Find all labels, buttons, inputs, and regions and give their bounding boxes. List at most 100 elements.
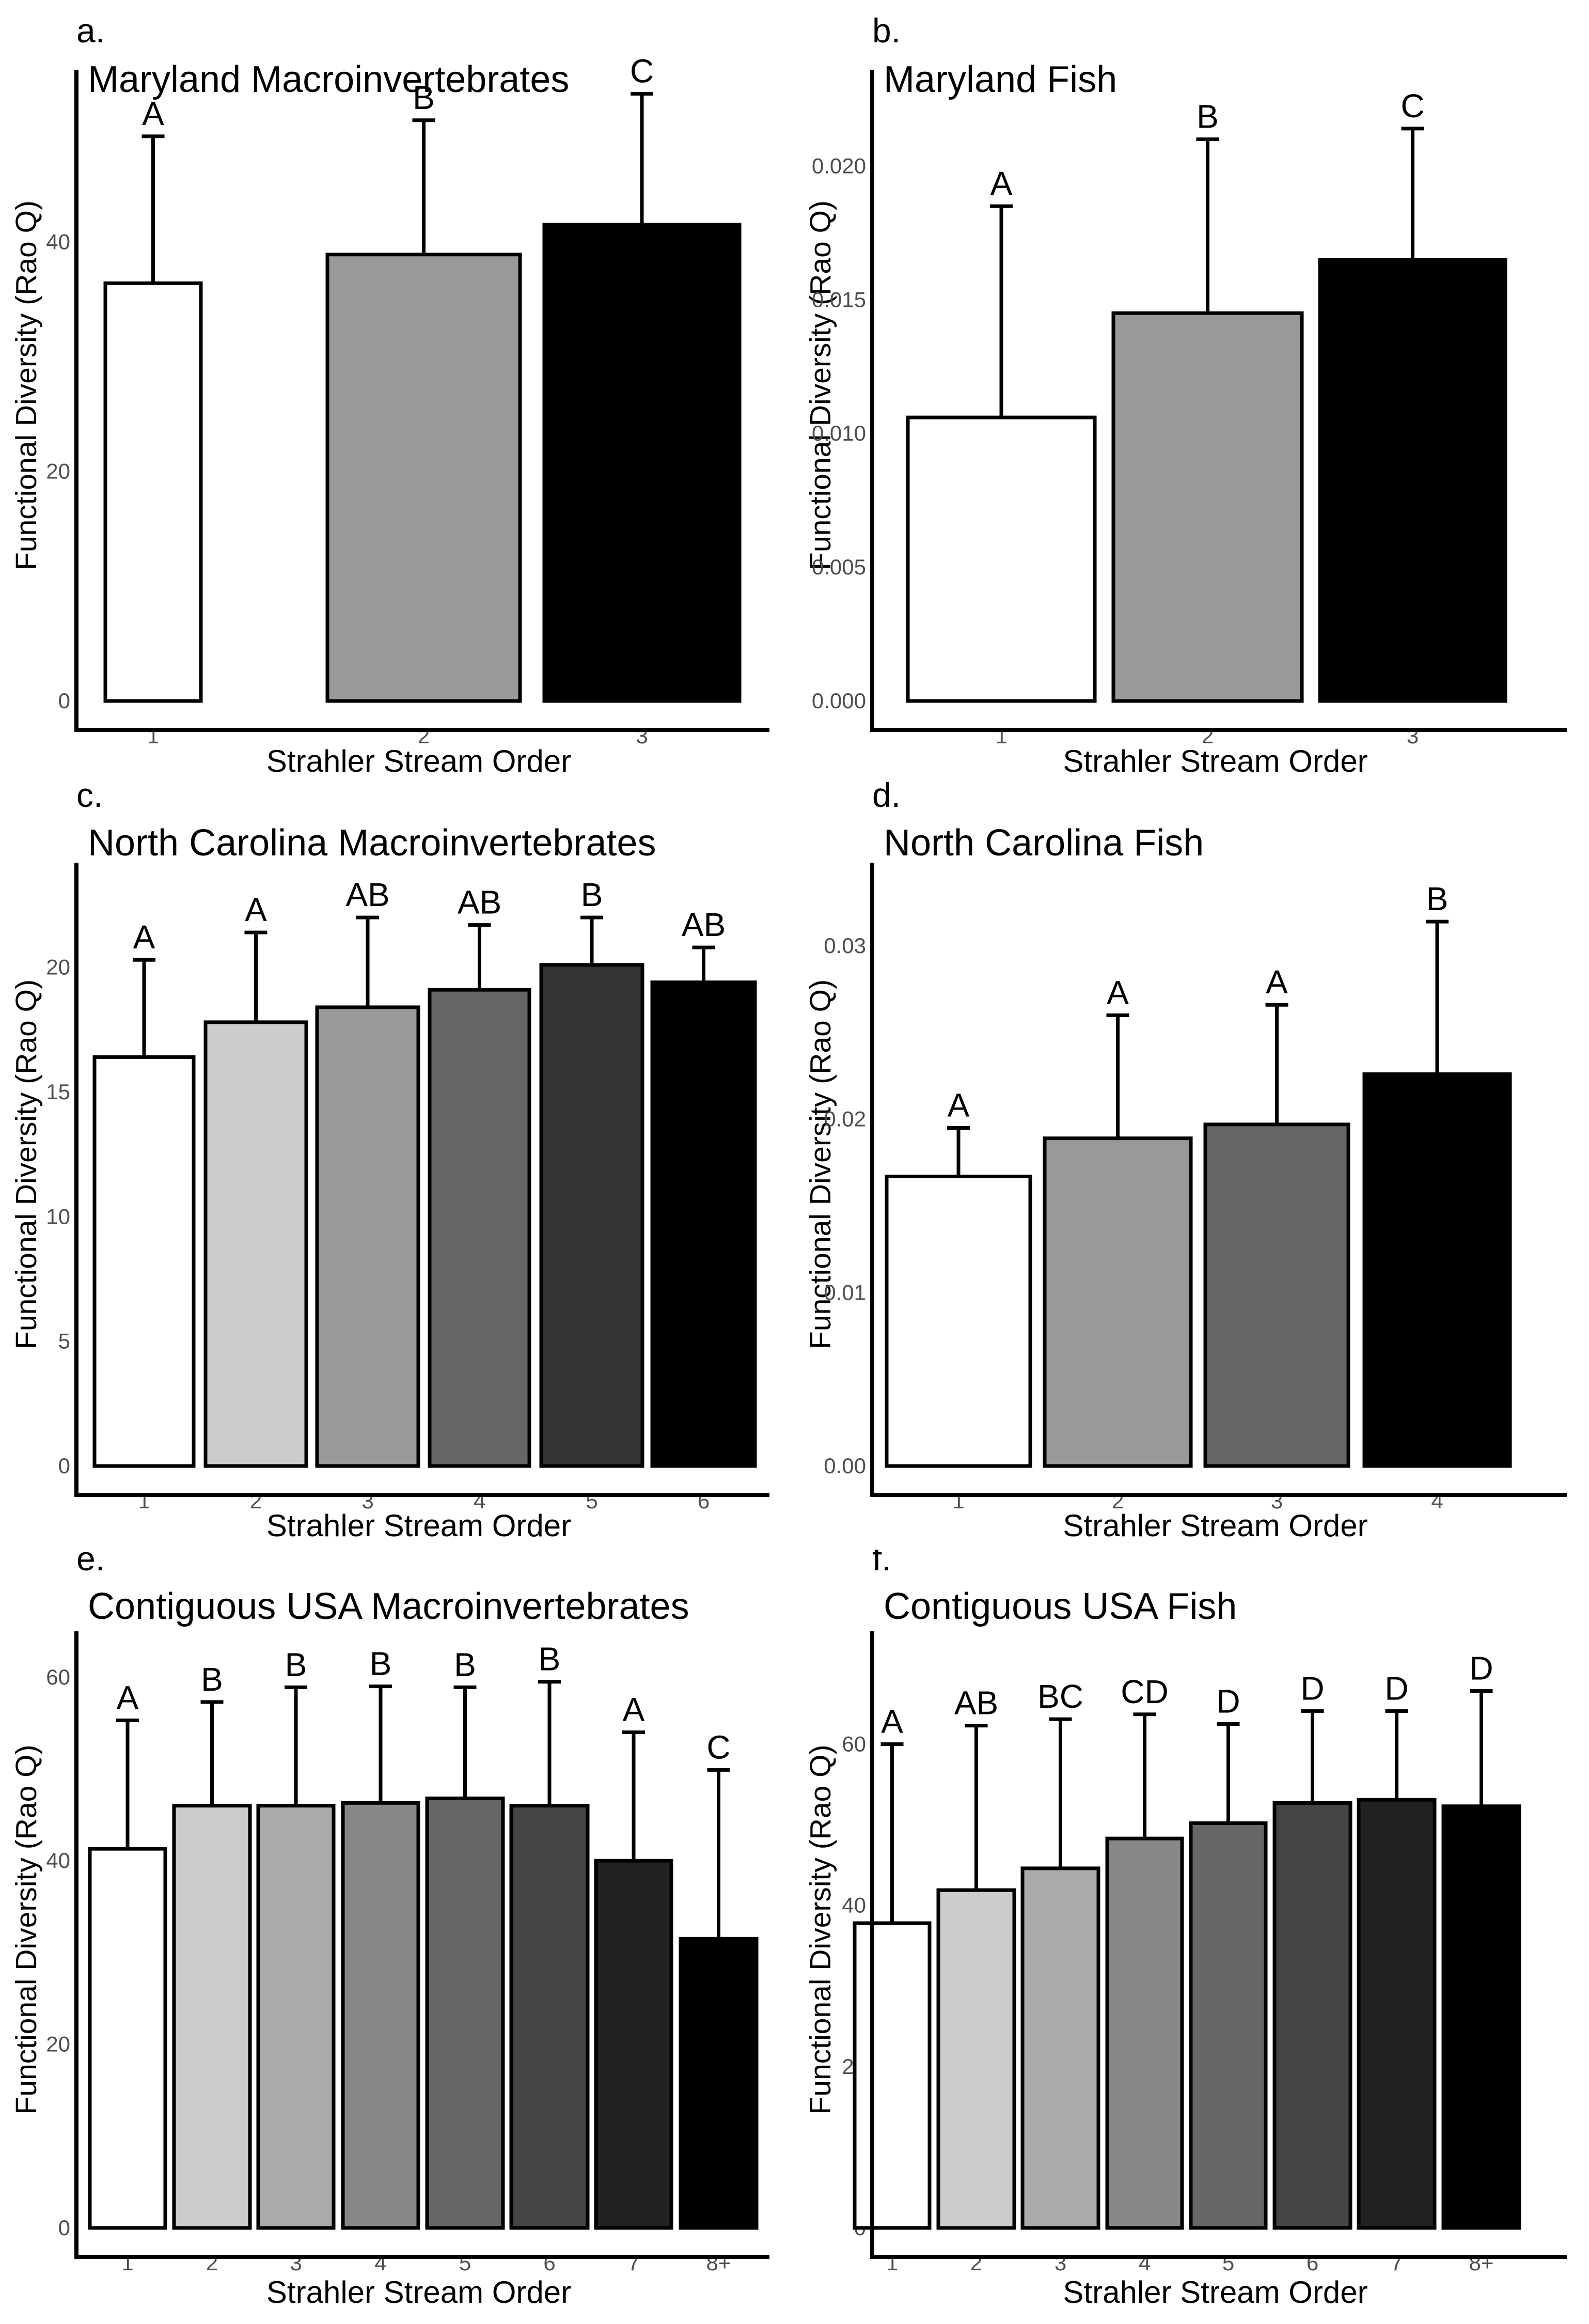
x-tick-label: 7 (627, 2251, 639, 2275)
x-tick-label: 8+ (1469, 2251, 1494, 2275)
y-tick-label: 0.00 (824, 1454, 866, 1478)
bar (1105, 1836, 1184, 2230)
bar (650, 980, 757, 1468)
y-tick-label: 20 (46, 955, 70, 979)
significance-letter: C (630, 53, 654, 90)
x-tick-label: 2 (970, 2251, 982, 2275)
x-tick-label: 2 (206, 2251, 218, 2275)
bar (203, 1020, 308, 1468)
bar (885, 1174, 1032, 1468)
significance-letter: D (1300, 1670, 1324, 1707)
significance-letter: AB (345, 876, 389, 913)
y-tick-label: 60 (842, 1732, 866, 1756)
panel-letter: f. (872, 1550, 891, 1578)
panel-maryland-fish: b. Maryland Fish Functional Diversity (Rao… (804, 11, 1567, 775)
y-tick-label: 0.02 (824, 1107, 866, 1131)
bar (315, 1005, 420, 1468)
x-tick-label: 3 (1055, 2251, 1066, 2275)
significance-letter: D (1385, 1670, 1408, 1707)
x-tick-label: 1 (886, 2251, 898, 2275)
bar (679, 1937, 759, 2230)
x-axis-label: Strahler Stream Order (1063, 2275, 1367, 2310)
significance-letter: C (706, 1728, 730, 1766)
significance-letter: B (454, 1646, 476, 1683)
x-axis-label: Strahler Stream Order (1063, 744, 1367, 775)
significance-letter: A (245, 891, 267, 928)
panel-letter: a. (76, 11, 105, 50)
bar (341, 1801, 420, 2230)
bar (103, 281, 203, 703)
x-tick-label: 6 (698, 1489, 710, 1513)
panel-letter: e. (76, 1550, 105, 1578)
x-tick-label: 4 (374, 2251, 386, 2275)
y-tick-label: 0 (58, 2216, 70, 2240)
x-tick-label: 2 (250, 1489, 262, 1513)
bar (325, 253, 522, 703)
bar (1441, 1804, 1521, 2230)
y-tick-label: 40 (46, 229, 70, 254)
significance-letter: B (1197, 98, 1219, 135)
chart-title: Maryland Fish (884, 59, 1117, 100)
x-tick-label: 7 (1391, 2251, 1403, 2275)
significance-letter: B (539, 1641, 561, 1678)
x-tick-label: 1 (138, 1489, 150, 1513)
x-tick-label: 5 (586, 1489, 597, 1513)
bar (1318, 258, 1507, 703)
bar (256, 1804, 336, 2230)
bar (906, 415, 1097, 703)
chart-title: Maryland Macroinvertebrates (88, 59, 569, 100)
bar (425, 1796, 505, 2230)
y-tick-label: 0.01 (824, 1280, 866, 1304)
y-tick-label: 0.020 (812, 153, 866, 178)
significance-letter: AB (458, 884, 501, 921)
significance-letter: B (201, 1661, 223, 1698)
bar (88, 1847, 167, 2230)
bar (172, 1804, 252, 2230)
y-axis-label: Functional Diversity (Rao Q) (10, 1745, 43, 2115)
y-tick-label: 20 (46, 459, 70, 483)
significance-letter: CD (1121, 1673, 1168, 1710)
y-axis-label: Functional Diversity (Rao Q) (10, 979, 43, 1349)
bar (1189, 1821, 1268, 2230)
bar (1362, 1072, 1512, 1468)
significance-letter: B (285, 1646, 307, 1683)
y-tick-label: 40 (842, 1893, 866, 1917)
x-tick-label: 3 (1407, 724, 1419, 748)
bar (509, 1804, 590, 2230)
panel-north-carolina-fish: d. North Carolina Fish Functional Diversit… (804, 776, 1567, 1543)
bar (853, 1921, 932, 2230)
x-tick-label: 6 (1307, 2251, 1318, 2275)
y-tick-label: 0.010 (812, 421, 866, 445)
y-tick-label: 15 (46, 1080, 70, 1104)
x-tick-label: 8+ (706, 2251, 731, 2275)
bar (1043, 1136, 1193, 1468)
bar (936, 1888, 1016, 2230)
y-tick-label: 10 (46, 1204, 70, 1228)
x-tick-label: 6 (543, 2251, 555, 2275)
significance-letter: A (142, 95, 164, 132)
y-axis-label: Functional Diversity (Rao Q) (10, 200, 43, 570)
panel-letter: b. (872, 11, 901, 50)
y-tick-label: 0 (58, 689, 70, 713)
y-axis-label: Functional Diversity (Rao Q) (804, 200, 837, 570)
bar (1020, 1866, 1100, 2230)
significance-letter: A (133, 918, 155, 956)
panel-contiguous-usa-fish: f. Contiguous USA Fish Functional Diversit… (804, 1550, 1567, 2310)
significance-letter: BC (1037, 1678, 1083, 1715)
bar (1357, 1798, 1437, 2230)
bar (428, 988, 531, 1468)
x-axis-label: Strahler Stream Order (266, 744, 571, 775)
significance-letter: D (1469, 1650, 1493, 1687)
y-tick-label: 0.005 (812, 555, 866, 579)
y-tick-label: 0.015 (812, 287, 866, 311)
x-tick-label: 4 (1139, 2251, 1151, 2275)
significance-letter: C (1401, 87, 1424, 124)
y-tick-label: 40 (46, 1848, 70, 1873)
x-tick-label: 5 (1222, 2251, 1234, 2275)
significance-letter: B (581, 876, 603, 913)
y-tick-label: 60 (46, 1665, 70, 1689)
bar (1203, 1122, 1350, 1468)
bar (594, 1859, 673, 2230)
x-axis-label: Strahler Stream Order (1063, 1508, 1367, 1543)
